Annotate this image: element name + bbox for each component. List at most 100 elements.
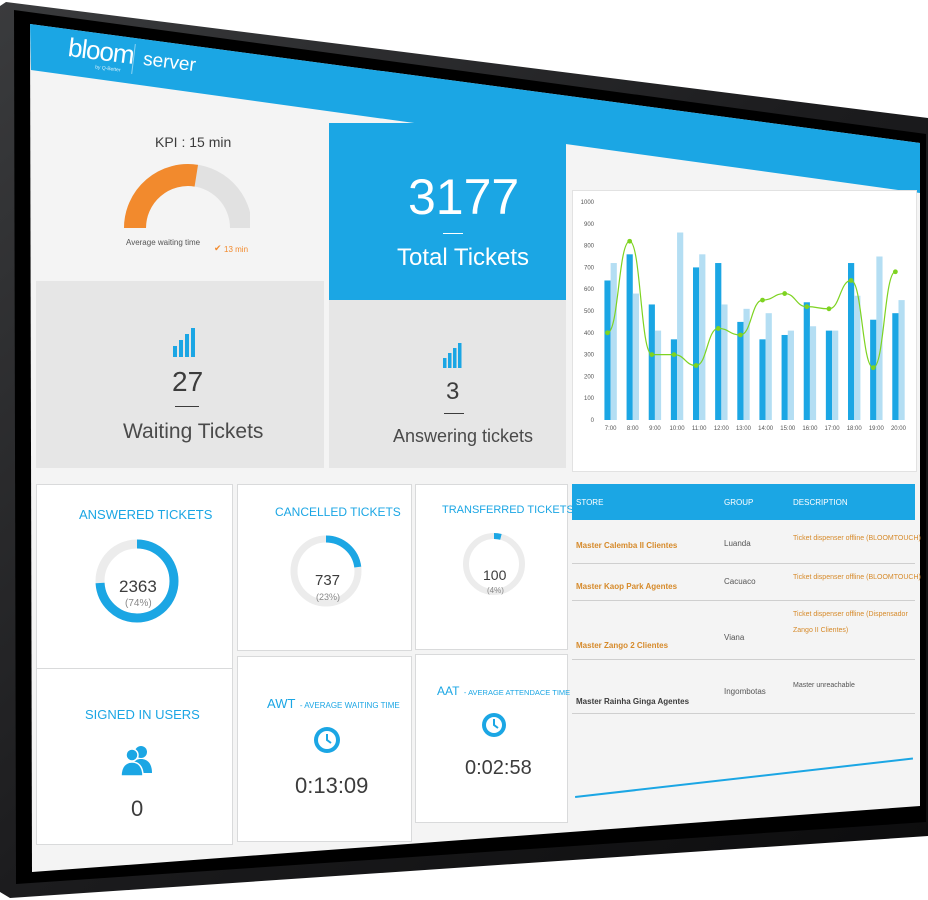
bar-series-1 (781, 334, 788, 420)
col-description-header: DESCRIPTION (793, 498, 848, 507)
y-tick-label: 1000 (581, 200, 595, 206)
row-1-description: Ticket dispenser offline (BLOOMTOUCH) (793, 535, 921, 542)
line-point (649, 352, 655, 357)
cancelled-tickets-card (237, 484, 412, 651)
row-2-group: Cacuaco (724, 577, 756, 586)
answering-tickets-value: 3 (446, 378, 460, 405)
awt-value: 0:13:09 (295, 773, 369, 798)
cancelled-tickets-value: 737 (315, 572, 341, 589)
y-tick-label: 900 (584, 222, 595, 228)
bar-series-1 (626, 254, 633, 420)
line-point (892, 269, 898, 275)
x-tick-label: 9:00 (649, 426, 661, 432)
line-point (870, 365, 876, 371)
x-tick-label: 17:00 (825, 426, 841, 432)
cancelled-tickets-percent: (23%) (316, 592, 341, 602)
total-tickets-label: Total Tickets (397, 244, 530, 271)
answering-tickets-card (329, 300, 566, 468)
bar-series-2 (721, 304, 728, 420)
bar-series-1 (825, 330, 833, 420)
x-tick-label: 12:00 (714, 426, 730, 432)
x-tick-label: 20:00 (891, 426, 907, 432)
bar-series-2 (654, 330, 662, 420)
kpi-value: 13 min (224, 245, 249, 254)
aat-card (415, 654, 568, 823)
clock-icon (482, 713, 506, 737)
bar-series-1 (604, 280, 611, 420)
header-bar (30, 24, 920, 193)
transferred-donut (463, 533, 525, 595)
bar-series-2 (632, 293, 639, 420)
total-tickets-card (329, 123, 566, 311)
bar-series-1 (803, 302, 810, 420)
bar-series-2 (677, 232, 684, 420)
bar-series-2 (610, 263, 617, 420)
line-point (715, 326, 721, 331)
bar-series-2 (699, 254, 706, 420)
col-store-header: STORE (576, 498, 604, 507)
y-tick-label: 0 (591, 418, 595, 424)
answered-donut (95, 539, 179, 623)
bar-series-1 (715, 263, 722, 420)
bar-series-2 (743, 308, 750, 420)
line-point (804, 304, 810, 310)
y-tick-label: 300 (584, 353, 595, 359)
x-tick-label: 13:00 (736, 426, 752, 432)
line-point (693, 363, 699, 368)
bar-series-1 (759, 339, 766, 420)
answered-tickets-percent: (74%) (125, 598, 152, 609)
bar-series-1 (737, 321, 744, 420)
line-point (627, 238, 633, 244)
bar-series-1 (648, 304, 655, 420)
transferred-tickets-value: 100 (483, 567, 507, 583)
row-3-description: Ticket dispenser offline (Dispensador Za… (793, 611, 908, 634)
awt-title: AWT - AVERAGE WAITING TIME (267, 695, 400, 713)
bar-series-2 (787, 330, 794, 420)
x-tick-label: 8:00 (627, 426, 639, 432)
answered-tickets-card (36, 484, 233, 672)
waiting-tickets-value: 27 (172, 366, 204, 397)
bar-series-2 (876, 256, 883, 420)
row-3-store[interactable]: Master Zango 2 Clientes (576, 641, 669, 650)
line-point (782, 291, 788, 296)
x-tick-label: 15:00 (780, 426, 796, 432)
waiting-tickets-card (36, 281, 324, 468)
bar-series-2 (898, 300, 905, 420)
row-3-group: Viana (724, 633, 745, 642)
users-icon (120, 746, 152, 777)
row-2-store[interactable]: Master Kaop Park Agentes (576, 582, 678, 591)
kpi-check-icon: ✔ (214, 243, 222, 253)
kpi-label: KPI : 15 min (155, 134, 232, 150)
bar-series-2 (765, 313, 772, 420)
row-1-store[interactable]: Master Calemba II Clientes (576, 541, 678, 550)
bar-series-1 (693, 267, 700, 420)
line-point (848, 278, 854, 283)
line-point (760, 297, 765, 303)
answered-tickets-value: 2363 (119, 577, 157, 596)
x-tick-label: 14:00 (758, 426, 774, 432)
row-divider (572, 600, 915, 601)
aat-value: 0:02:58 (465, 757, 532, 779)
bar-series-1 (848, 263, 855, 420)
kpi-gauge (124, 164, 250, 229)
table-header-row (572, 484, 915, 520)
bar-series-2 (854, 295, 861, 420)
waiting-divider (175, 406, 199, 407)
y-tick-label: 700 (584, 265, 595, 271)
alerts-table (572, 484, 915, 798)
line-point (737, 332, 743, 338)
y-tick-label: 200 (584, 374, 595, 380)
kpi-caption: Average waiting time (126, 238, 201, 247)
line-point (605, 330, 610, 336)
x-tick-label: 11:00 (692, 426, 707, 432)
cancelled-donut (290, 535, 362, 607)
total-tickets-value: 3177 (408, 169, 520, 225)
aat-subtitle: - AVERAGE ATTENDACE TIME (463, 688, 571, 697)
line-point (826, 306, 832, 312)
x-tick-label: 10:00 (670, 426, 686, 432)
row-4-store[interactable]: Master Rainha Ginga Agentes (576, 697, 690, 706)
x-tick-label: 19:00 (869, 426, 885, 432)
col-group-header: GROUP (724, 498, 754, 507)
cancelled-tickets-title: CANCELLED TICKETS (275, 505, 401, 519)
